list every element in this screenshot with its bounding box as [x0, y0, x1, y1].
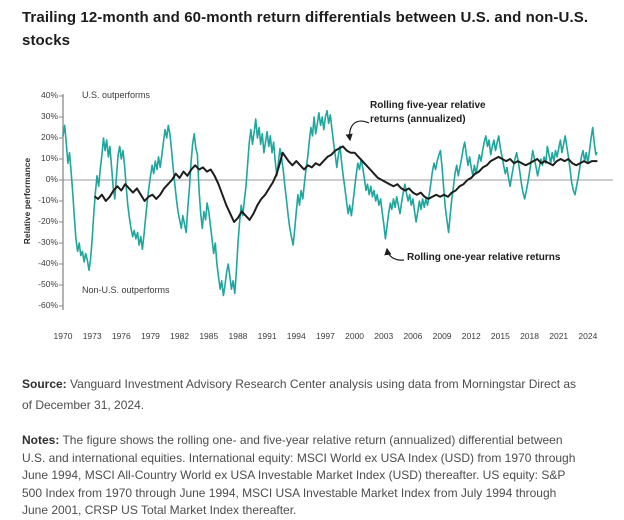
notes-label: Notes: [22, 433, 60, 447]
x-tick-label: 2006 [403, 331, 423, 341]
annotation-five-year: Rolling five-year relative returns (annu… [370, 99, 486, 126]
x-tick-label: 1973 [82, 331, 102, 341]
x-tick-label: 1982 [170, 331, 190, 341]
x-tick-label: 1970 [53, 331, 73, 341]
five-year-annotation-arrow [345, 120, 370, 142]
chart-title: Trailing 12-month and 60-month return di… [22, 9, 589, 49]
x-tick-label: 1979 [141, 331, 160, 341]
x-tick-label: 2021 [549, 331, 569, 341]
x-tick-label: 1997 [315, 331, 335, 341]
x-tick-label: 2012 [461, 331, 481, 341]
x-tick-label: 2024 [578, 331, 598, 341]
x-tick-label: 1985 [199, 331, 219, 341]
notes-text: The figure shows the rolling one- and fi… [22, 433, 576, 517]
y-tick-label: -50% [38, 279, 58, 289]
y-tick-label: -20% [38, 216, 58, 226]
annotation-five-year-line1: Rolling five-year relative [370, 100, 486, 111]
y-tick-label: 40% [40, 90, 58, 100]
x-tick-label: 1991 [257, 331, 277, 341]
annotation-five-year-line2: returns (annualized) [370, 113, 466, 125]
chart-area: Relative performance U.S. outperforms No… [22, 90, 613, 310]
y-tick-label: -30% [38, 237, 58, 247]
y-tick-label: 0% [45, 174, 58, 184]
y-tick-label: -10% [38, 195, 58, 205]
y-tick-label: -60% [38, 300, 58, 310]
five-year-line [94, 145, 598, 223]
x-tick-label: 2003 [374, 331, 394, 341]
region-label-non-us-outperforms: Non-U.S. outperforms [82, 285, 170, 295]
x-tick-label: 1994 [286, 331, 306, 341]
x-tick-label: 1976 [111, 331, 131, 341]
x-tick-label: 2015 [490, 331, 510, 341]
notes: Notes: The figure shows the rolling one-… [22, 432, 582, 520]
one-year-annotation-arrow [384, 247, 405, 261]
x-tick-label: 2000 [345, 331, 365, 341]
x-tick-label: 2018 [520, 331, 539, 341]
annotation-one-year: Rolling one-year relative returns [407, 252, 561, 263]
one-year-line [62, 109, 598, 297]
x-tick-label: 1988 [228, 331, 248, 341]
plot-canvas [59, 94, 613, 310]
y-tick-label: 10% [40, 153, 58, 163]
y-tick-label: 30% [40, 111, 58, 121]
x-tick-label: 2009 [432, 331, 452, 341]
region-label-us-outperforms: U.S. outperforms [82, 90, 151, 100]
source-note: Source: Vanguard Investment Advisory Res… [22, 374, 582, 416]
source-text: Vanguard Investment Advisory Research Ce… [22, 377, 577, 412]
y-tick-label: 20% [40, 132, 58, 142]
y-tick-label: -40% [38, 258, 58, 268]
source-label: Source: [22, 377, 67, 391]
